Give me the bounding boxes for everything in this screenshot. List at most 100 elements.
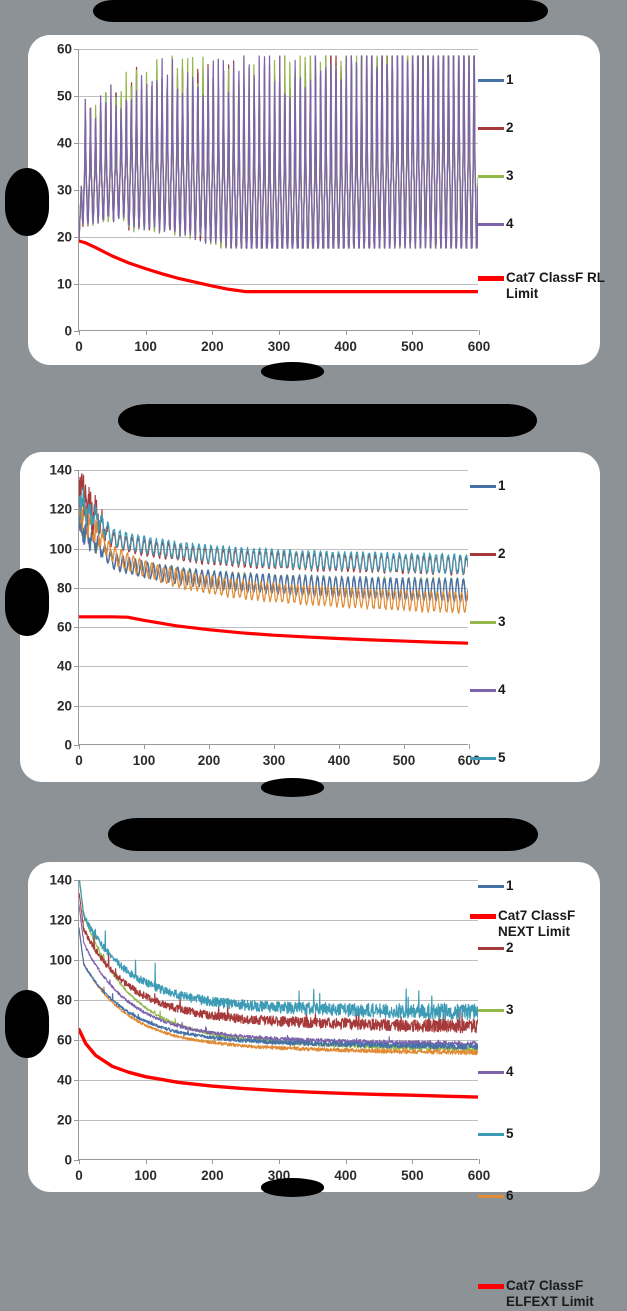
chart-rl-series-layer [79, 49, 478, 330]
chart-rl-ytick-mark [74, 237, 79, 238]
legend-swatch-3 [478, 1008, 504, 1012]
legend-label-limit: Cat7 ClassF ELFEXT Limit [506, 1278, 594, 1310]
chart-rl-gridline [79, 237, 478, 238]
legend-item-1[interactable]: 1 [478, 72, 514, 88]
legend-swatch-1 [478, 884, 504, 888]
chart-next-ytick-label: 0 [64, 737, 72, 753]
legend-item-3[interactable]: 3 [470, 614, 506, 630]
legend-item-1[interactable]: 1 [478, 878, 514, 894]
chart-rl-xtick-mark [279, 330, 280, 335]
chart-rl-xtick-label: 0 [75, 339, 83, 354]
legend-swatch-6 [478, 1194, 504, 1198]
legend-swatch-5 [470, 756, 496, 760]
legend-label-5: 5 [498, 750, 506, 765]
legend-item-limit[interactable]: Cat7 ClassF RL Limit [478, 270, 611, 303]
chart-elfext-xtick-label: 0 [75, 1168, 83, 1183]
chart-elfext-ytick-label: 20 [56, 1112, 72, 1128]
series-line [79, 927, 478, 1051]
legend-label-6: 6 [506, 1188, 514, 1203]
series-line [79, 927, 478, 1056]
legend-item-4[interactable]: 4 [478, 1064, 514, 1080]
chart-next-ytick-label: 60 [56, 619, 72, 635]
legend-item-2[interactable]: 2 [478, 120, 514, 136]
chart-next-xtick-mark [469, 744, 470, 749]
page-number-redaction-1 [261, 362, 324, 381]
chart-elfext-ytick-mark [74, 1000, 79, 1001]
chart-rl: 0 10 20 30 40 50 60 0 100 200 300 400 500 600 [28, 35, 600, 365]
legend-item-limit[interactable]: Cat7 ClassF NEXT Limit [470, 908, 603, 941]
legend-item-3[interactable]: 3 [478, 1002, 514, 1018]
legend-swatch-4 [478, 222, 504, 226]
legend-label-2: 2 [506, 940, 514, 955]
chart-elfext-ytick-label: 60 [56, 1032, 72, 1048]
legend-item-5[interactable]: 5 [470, 750, 506, 766]
legend-item-4[interactable]: 4 [470, 682, 506, 698]
legend-label-1: 1 [506, 878, 514, 893]
chart-rl-ytick-mark [74, 284, 79, 285]
chart-elfext-ytick-label: 100 [49, 952, 72, 968]
chart-next-xtick-mark [79, 744, 80, 749]
series-line [79, 513, 468, 603]
legend-item-5[interactable]: 5 [478, 1126, 514, 1142]
chart-elfext-ytick-mark [74, 920, 79, 921]
series-line [79, 615, 468, 645]
chart-rl-ytick-label: 30 [56, 182, 72, 198]
page-number-redaction-2 [261, 778, 324, 797]
chart-rl-ytick-mark [74, 331, 79, 332]
title-redaction-3 [108, 818, 538, 851]
chart-elfext-xtick-label: 500 [401, 1168, 424, 1183]
legend-item-2[interactable]: 2 [478, 940, 514, 956]
chart-next-plot-area: 0 20 40 60 80 100 120 140 0 100 200 300 400 500 600 [49, 463, 480, 769]
legend-item-4[interactable]: 4 [478, 216, 514, 232]
chart-next-gridline [79, 548, 468, 550]
chart-elfext-ytick-mark [74, 1080, 79, 1081]
side-redaction-2 [5, 568, 49, 636]
chart-elfext-xtick-mark [145, 1159, 147, 1164]
chart-next-xtick-mark [404, 744, 405, 749]
chart-rl-xtick-label: 200 [201, 339, 224, 354]
legend-label-2: 2 [498, 546, 506, 561]
legend-item-3[interactable]: 3 [478, 168, 514, 184]
chart-rl-xtick-label: 500 [401, 339, 424, 354]
chart-elfext-gridline [79, 880, 478, 881]
chart-next-ytick-mark [74, 548, 79, 550]
legend-item-6[interactable]: 6 [478, 1188, 514, 1204]
legend-item-1[interactable]: 1 [470, 478, 506, 494]
chart-next-ytick-mark [74, 587, 79, 589]
chart-elfext-xtick-label: 100 [134, 1168, 157, 1183]
title-redaction-2 [118, 404, 537, 437]
chart-next-ytick-label: 100 [49, 541, 72, 557]
chart-next-xtick-label: 0 [75, 753, 83, 768]
chart-elfext-ytick-label: 80 [56, 992, 72, 1008]
legend-label-limit: Cat7 ClassF NEXT Limit [498, 908, 576, 940]
chart-rl-xtick-label: 300 [267, 339, 291, 354]
chart-next-xtick-label: 100 [132, 753, 156, 768]
chart-rl-xtick-label: 100 [134, 339, 157, 354]
chart-rl-ytick-label: 40 [56, 135, 72, 151]
chart-elfext-gridline [79, 1120, 478, 1121]
chart-elfext-gridline [79, 960, 478, 961]
legend-label-3: 3 [506, 1002, 514, 1017]
chart-elfext-series-layer [79, 880, 478, 1159]
chart-rl-card: 0 10 20 30 40 50 60 0 100 200 300 400 500 600 [28, 35, 600, 365]
chart-next-xtick-mark [339, 744, 340, 749]
chart-rl-xtick-label: 400 [334, 339, 357, 354]
chart-rl-ytick-mark [74, 143, 79, 144]
legend-item-2[interactable]: 2 [470, 546, 506, 562]
chart-next-ytick-mark [74, 666, 79, 668]
chart-elfext-ytick-mark [74, 880, 79, 881]
legend-swatch-4 [478, 1070, 504, 1074]
legend-item-limit[interactable]: Cat7 ClassF ELFEXT Limit [478, 1278, 611, 1311]
series-line [79, 1027, 478, 1099]
legend-swatch-limit [478, 1284, 504, 1289]
chart-next-xtick-mark [274, 744, 275, 749]
chart-next-gridline [79, 509, 468, 511]
chart-rl-xtick-mark [79, 330, 80, 335]
chart-next-xtick-label: 500 [392, 753, 416, 768]
legend-label-1: 1 [498, 478, 506, 493]
legend-swatch-3 [470, 620, 496, 624]
legend-swatch-limit [478, 276, 504, 281]
chart-rl-ytick-label: 20 [56, 229, 72, 245]
series-line [79, 892, 478, 1034]
chart-rl-ytick-mark [74, 49, 79, 50]
